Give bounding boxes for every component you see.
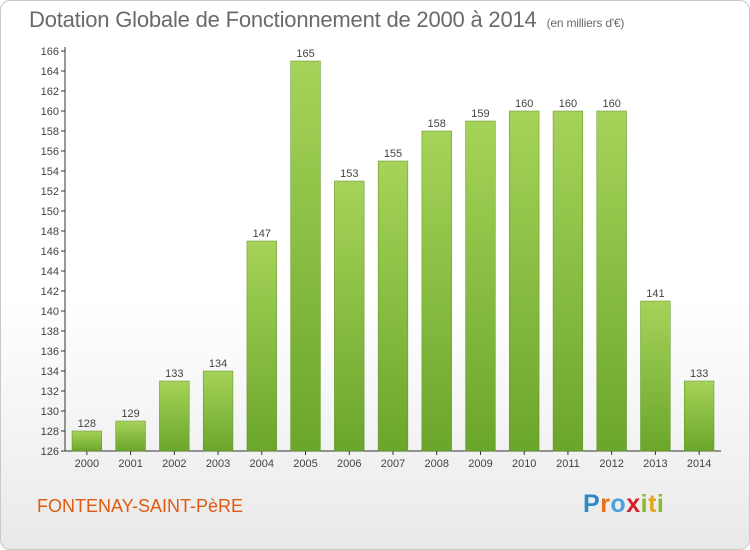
bar [377,160,409,452]
logo-letter: P [583,490,601,518]
bar [552,110,584,452]
x-tick-label: 2011 [556,458,580,470]
y-tick-label: 126 [41,446,59,458]
bar-value-label: 165 [296,48,314,60]
bar [684,380,715,452]
bar-value-label: 133 [165,368,183,380]
bar-value-label: 153 [340,168,358,180]
bar [246,240,277,452]
x-tick-label: 2000 [75,458,99,470]
x-tick-label: 2001 [118,458,142,470]
bar [465,120,496,452]
bar-value-label: 128 [78,418,96,430]
bar [71,430,102,452]
bar-value-label: 160 [559,98,577,110]
x-tick-label: 2002 [162,458,186,470]
bar-value-label: 133 [690,368,708,380]
bar-value-label: 158 [428,118,446,130]
bar [640,300,671,452]
proxiti-logo: Proxiti [583,490,664,519]
bar [115,420,146,452]
chart-title-text: Dotation Globale de Fonctionnement de 20… [29,7,537,32]
y-tick-label: 128 [41,426,59,438]
y-tick-label: 164 [41,66,59,78]
commune-name: FONTENAY-SAINT-PèRE [37,496,244,516]
y-tick-label: 132 [41,386,59,398]
x-tick-label: 2006 [337,458,361,470]
y-tick-label: 150 [41,206,59,218]
x-tick-label: 2012 [599,458,623,470]
y-tick-label: 166 [41,46,59,58]
bar [202,370,234,452]
bar-chart: 126 128 130 132 134 136 138 140 142 144 146 148 150 1… [41,46,721,470]
y-tick-label: 138 [41,326,59,338]
y-tick-label: 152 [41,186,59,198]
x-tick-label: 2014 [687,458,711,470]
bar-value-label: 160 [515,98,533,110]
bar [290,60,321,452]
y-tick-label: 130 [41,406,59,418]
x-tick-label: 2009 [468,458,492,470]
y-tick-label: 148 [41,226,59,238]
bar-value-label: 159 [471,108,489,120]
bar-value-label: 160 [602,98,620,110]
bar-value-label: 155 [384,148,402,160]
y-tick-label: 146 [41,246,59,258]
bar [334,180,365,452]
x-tick-label: 2005 [293,458,317,470]
logo-letter: i [656,490,665,518]
y-tick-label: 158 [41,126,59,138]
bar [159,380,190,452]
y-tick-label: 134 [41,366,59,378]
bar [509,110,540,452]
x-tick-label: 2007 [381,458,405,470]
logo-letter: x [626,490,641,518]
x-tick-label: 2004 [250,458,274,470]
bar-value-label: 147 [253,228,271,240]
y-tick-label: 136 [41,346,59,358]
y-tick-label: 144 [41,266,59,278]
y-tick-label: 156 [41,146,59,158]
y-tick-label: 142 [41,286,59,298]
x-tick-label: 2010 [512,458,536,470]
x-tick-label: 2003 [206,458,230,470]
bar [421,130,452,452]
bar-value-label: 134 [209,358,227,370]
x-tick-label: 2008 [424,458,448,470]
x-tick-label: 2013 [643,458,667,470]
bar-value-label: 141 [646,288,664,300]
logo-letter: o [610,490,627,518]
chart-subtitle: (en milliers d'€) [546,16,625,30]
y-tick-label: 154 [41,166,59,178]
logo-letter: r [600,490,611,518]
chart-title: Dotation Globale de Fonctionnement de 20… [29,7,624,33]
bar [596,110,627,452]
logo-letter: t [648,490,657,518]
bar-value-label: 129 [121,408,139,420]
y-tick-label: 160 [41,106,59,118]
y-tick-label: 162 [41,86,59,98]
logo-letter: i [640,490,649,518]
y-tick-label: 140 [41,306,59,318]
